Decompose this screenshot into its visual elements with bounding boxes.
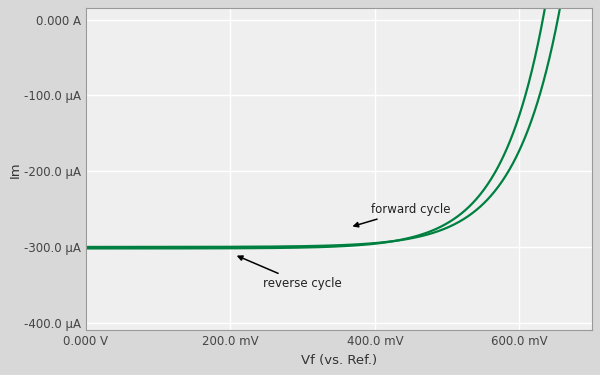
X-axis label: Vf (vs. Ref.): Vf (vs. Ref.) bbox=[301, 354, 377, 367]
Y-axis label: Im: Im bbox=[8, 161, 22, 178]
Text: forward cycle: forward cycle bbox=[354, 202, 451, 227]
Text: reverse cycle: reverse cycle bbox=[238, 256, 342, 290]
